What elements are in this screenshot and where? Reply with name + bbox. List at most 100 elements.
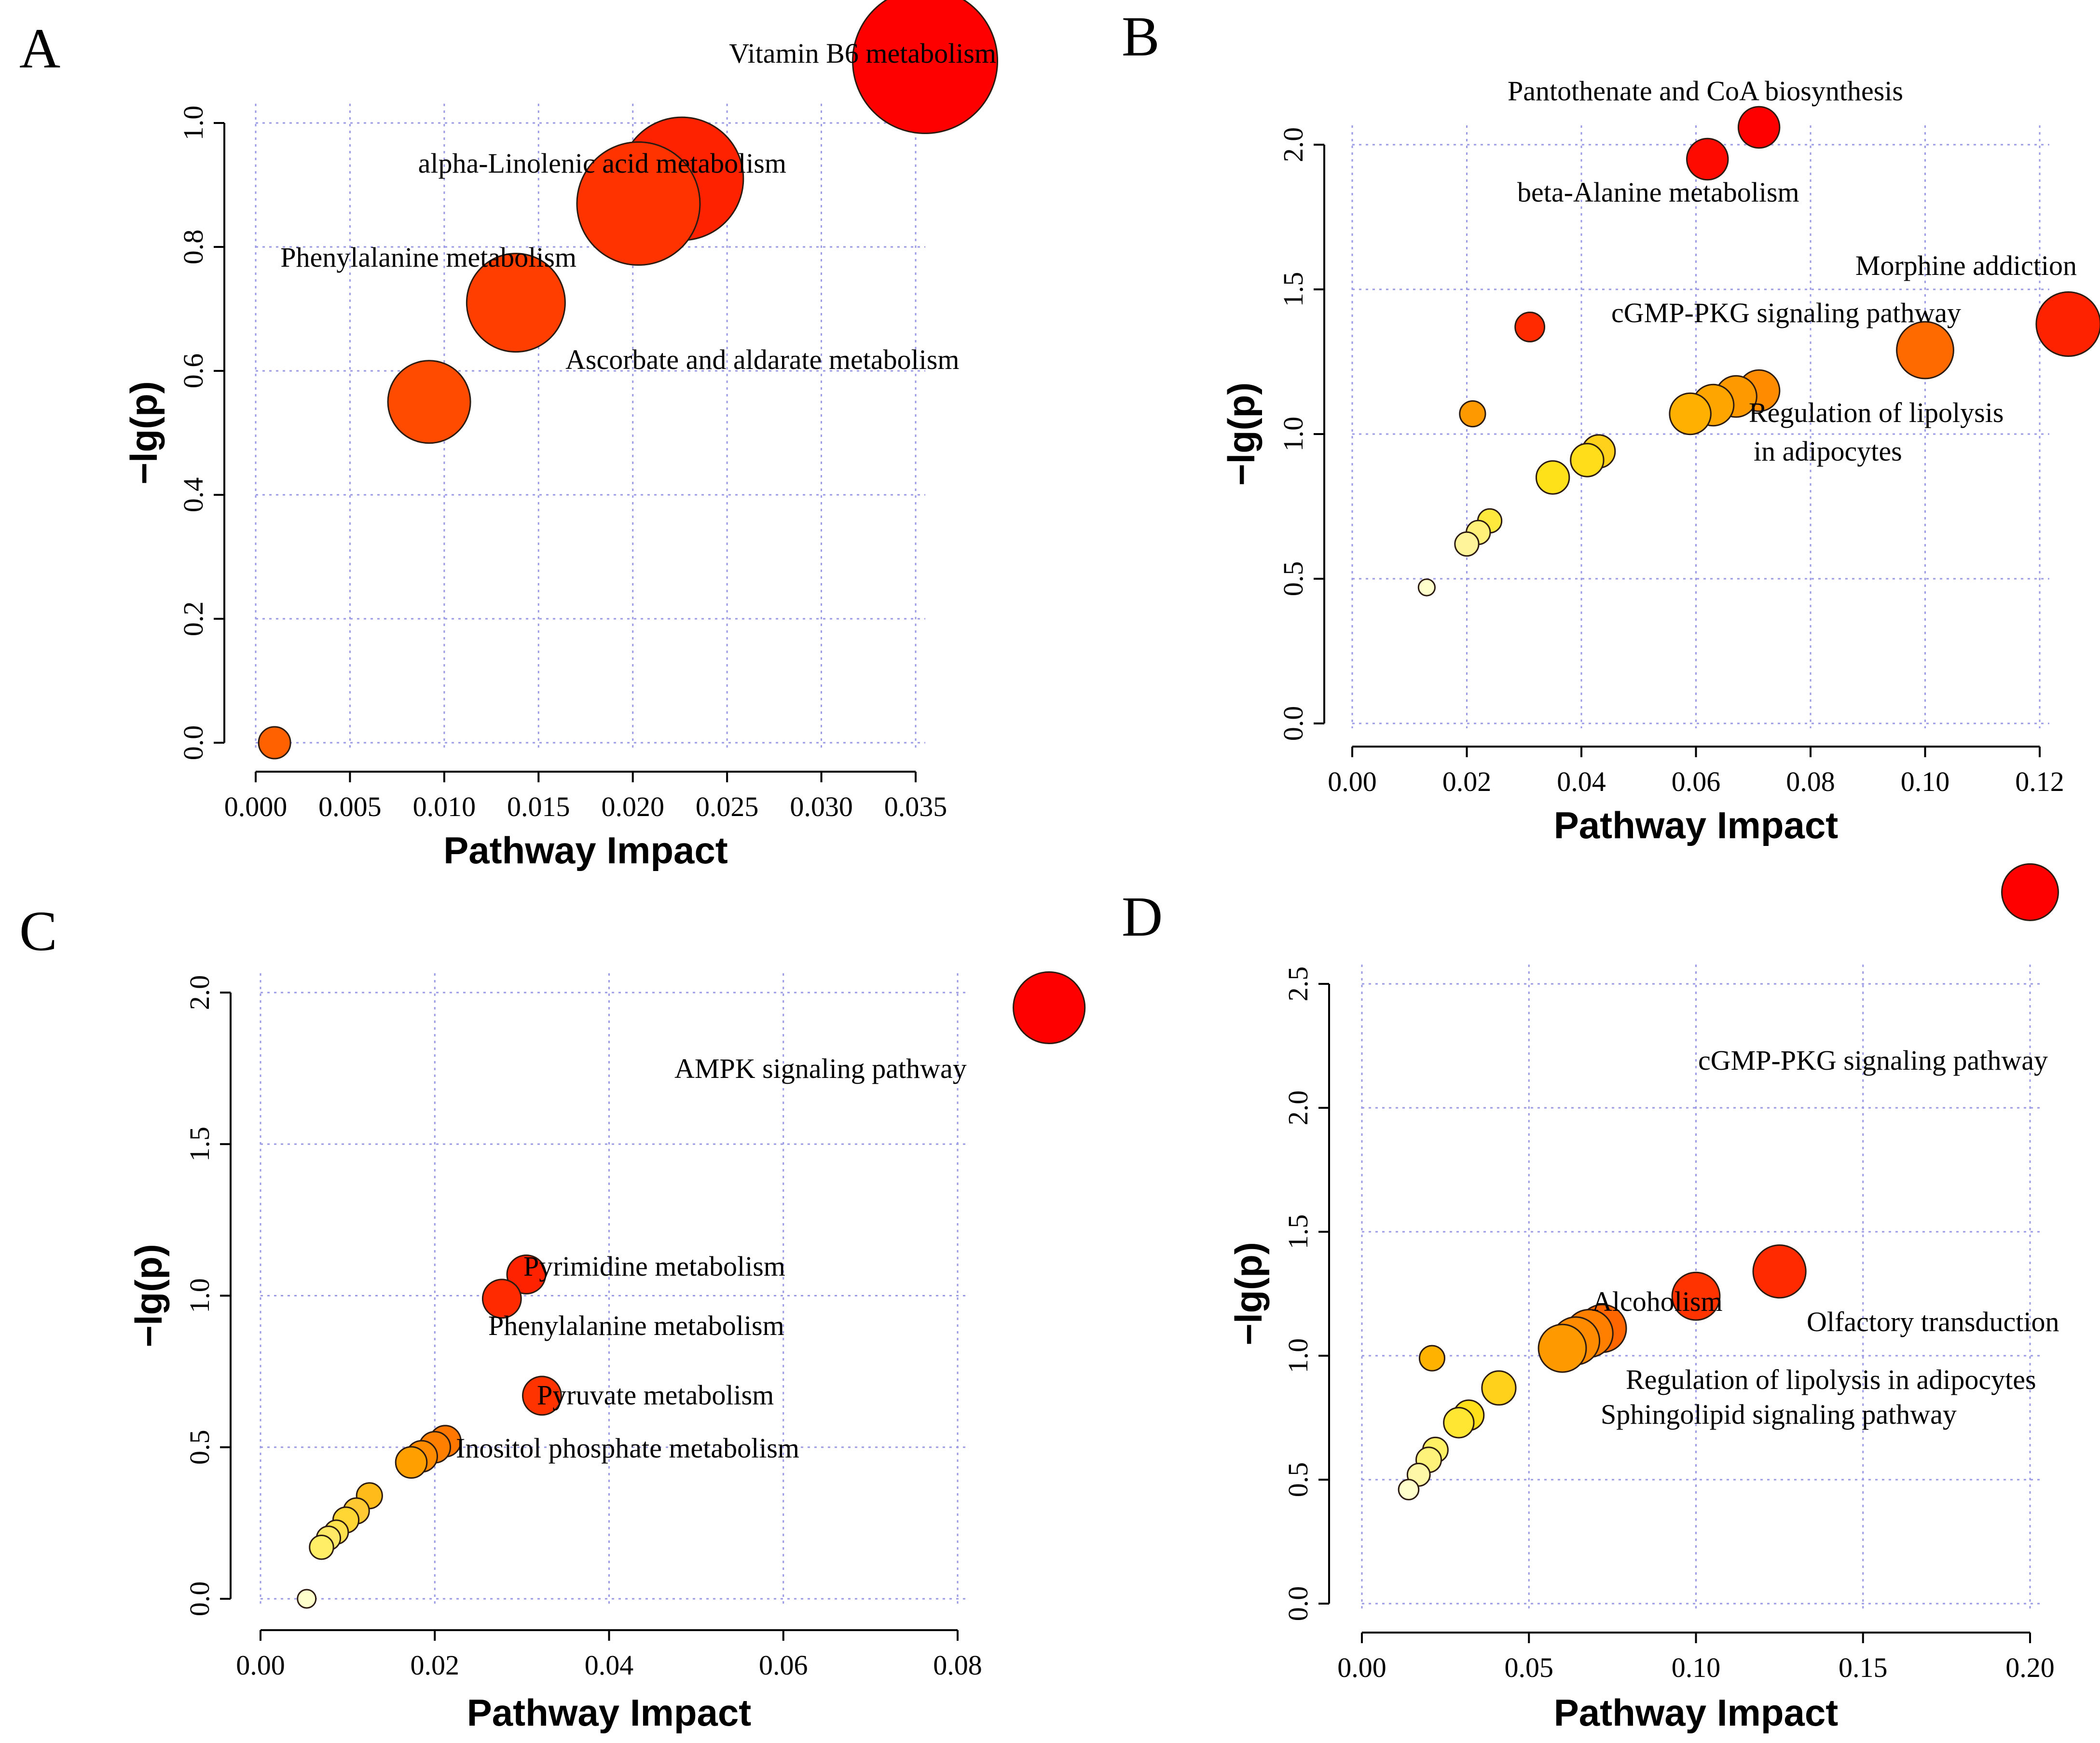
x-axis-title: Pathway Impact — [1554, 1691, 1839, 1734]
x-tick-label: 0.000 — [224, 791, 288, 822]
data-point-bubble — [297, 1589, 317, 1609]
x-tick-label: 0.04 — [585, 1649, 634, 1681]
panel-letter: A — [19, 17, 60, 80]
y-axis-title: −lg(p) — [123, 381, 165, 484]
data-point-bubble — [309, 1534, 334, 1560]
y-tick-label: 1.5 — [1282, 1214, 1314, 1250]
data-point-bubble — [1013, 971, 1086, 1045]
pathway-label: Sphingolipid signaling pathway — [1601, 1399, 1957, 1430]
data-point-bubble — [1669, 392, 1712, 436]
data-point-bubble — [387, 360, 471, 444]
x-tick-label: 0.20 — [2005, 1652, 2055, 1683]
pathway-label-line2: in adipocytes — [1754, 436, 1902, 467]
x-tick-label: 0.00 — [236, 1649, 285, 1681]
pathway-label: Morphine addiction — [1855, 250, 2077, 281]
pathway-label: Inositol phosphate metabolism — [456, 1432, 799, 1464]
data-point-bubble — [481, 1279, 522, 1319]
data-point-bubble — [576, 141, 701, 266]
pathway-label: cGMP-PKG signaling pathway — [1698, 1045, 2048, 1076]
x-tick-label: 0.00 — [1328, 766, 1377, 797]
x-tick-label: 0.015 — [507, 791, 570, 822]
data-point-bubble — [852, 0, 998, 134]
pathway-label: Regulation of lipolysis in adipocytes — [1626, 1364, 2036, 1395]
y-tick-label: 0.5 — [184, 1430, 215, 1465]
pathway-label: Phenylalanine metabolism — [280, 242, 576, 273]
data-point-bubble — [1537, 1323, 1587, 1373]
panel-b: B 0.00 0.02 0.04 0.06 0.08 0.10 0.12 0.0 0.5 1.0 1.… — [1122, 5, 2100, 846]
x-tick-label: 0.08 — [933, 1649, 982, 1681]
pathway-label: cGMP-PKG signaling pathway — [1611, 297, 1961, 328]
x-axis-title: Pathway Impact — [467, 1691, 752, 1734]
y-tick-label: 0.5 — [1282, 1462, 1314, 1498]
x-tick-label: 0.00 — [1337, 1652, 1386, 1683]
x-tick-label: 0.02 — [411, 1649, 460, 1681]
bubbles — [297, 971, 1086, 1609]
y-tick-label: 0.2 — [178, 601, 209, 637]
y-tick-label: 0.6 — [178, 354, 209, 389]
pathway-label: Pyruvate metabolism — [537, 1379, 774, 1411]
y-tick-label: 1.5 — [1277, 272, 1309, 307]
x-tick-label: 0.10 — [1901, 766, 1950, 797]
data-point-bubble — [1671, 1271, 1721, 1321]
y-axis-title: −lg(p) — [1220, 382, 1263, 486]
pathway-label: Alcoholism — [1592, 1286, 1723, 1317]
data-point-bubble — [1896, 321, 1954, 380]
y-tick-label: 1.0 — [178, 106, 209, 141]
y-tick-label: 1.0 — [184, 1278, 215, 1313]
data-point-bubble — [506, 1254, 547, 1294]
x-axis-title: Pathway Impact — [1554, 804, 1839, 846]
data-point-bubble — [1398, 1479, 1420, 1500]
y-axis-title: −lg(p) — [127, 1244, 170, 1347]
bubbles — [1417, 106, 2100, 597]
y-tick-label: 0.0 — [178, 725, 209, 761]
data-point-bubble — [466, 253, 566, 353]
y-tick-label: 0.4 — [178, 477, 209, 513]
x-tick-label: 0.10 — [1672, 1652, 1721, 1683]
y-tick-label: 0.0 — [184, 1581, 215, 1617]
y-tick-label: 0.0 — [1282, 1586, 1314, 1621]
x-tick-label: 0.025 — [696, 791, 759, 822]
pathway-label: beta-Alanine metabolism — [1517, 177, 1799, 208]
pathway-label: Olfactory transduction — [1807, 1306, 2059, 1337]
pathway-label: AMPK signaling pathway — [674, 1053, 967, 1084]
x-tick-label: 0.06 — [1672, 766, 1721, 797]
y-tick-label: 0.8 — [178, 230, 209, 265]
x-tick-label: 0.06 — [759, 1649, 808, 1681]
pathway-label: Regulation of lipolysis — [1749, 397, 2004, 428]
y-tick-label: 1.5 — [184, 1127, 215, 1162]
data-point-bubble — [1737, 106, 1781, 149]
data-point-bubble — [1686, 137, 1729, 181]
data-point-bubble — [1535, 460, 1570, 495]
pathway-label: Pyrimidine metabolism — [523, 1251, 785, 1282]
x-axis-title: Pathway Impact — [443, 829, 728, 872]
data-point-bubble — [1752, 1244, 1807, 1299]
grid — [1361, 965, 2040, 1608]
data-point-bubble — [522, 1375, 562, 1416]
x-tick-label: 0.15 — [1839, 1652, 1888, 1683]
pathway-label: Ascorbate and aldarate metabolism — [565, 344, 960, 375]
data-point-bubble — [395, 1446, 428, 1479]
y-tick-label: 0.5 — [1277, 561, 1309, 597]
x-tick-label: 0.020 — [601, 791, 664, 822]
data-point-bubble — [1514, 312, 1546, 342]
y-axis-title: −lg(p) — [1227, 1242, 1270, 1345]
data-point-bubble — [1417, 578, 1436, 597]
data-point-bubble — [1418, 1345, 1445, 1372]
grid — [260, 973, 967, 1604]
x-tick-label: 0.02 — [1442, 766, 1492, 797]
x-tick-label: 0.030 — [790, 791, 853, 822]
y-tick-label: 2.0 — [1277, 127, 1309, 163]
panel-c: C 0.00 0.02 0.04 0.06 0.08 0.0 0.5 1.0 1.5 2.0 Path… — [19, 899, 1086, 1734]
data-point-bubble — [1570, 443, 1605, 477]
x-tick-label: 0.05 — [1505, 1652, 1554, 1683]
x-tick-label: 0.010 — [413, 791, 476, 822]
x-tick-label: 0.12 — [2015, 766, 2064, 797]
pathway-label: Phenylalanine metabolism — [488, 1310, 784, 1341]
data-point-bubble — [1443, 1407, 1475, 1439]
data-point-bubble — [1481, 1370, 1517, 1406]
pathway-label: Vitamin B6 metabolism — [729, 38, 996, 69]
y-tick-label: 2.0 — [184, 975, 215, 1010]
data-point-bubble — [2035, 291, 2100, 357]
x-tick-label: 0.035 — [884, 791, 947, 822]
